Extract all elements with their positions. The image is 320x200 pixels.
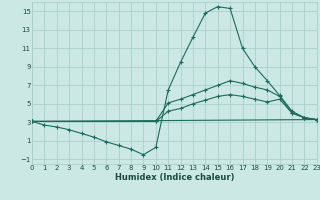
X-axis label: Humidex (Indice chaleur): Humidex (Indice chaleur)	[115, 173, 234, 182]
